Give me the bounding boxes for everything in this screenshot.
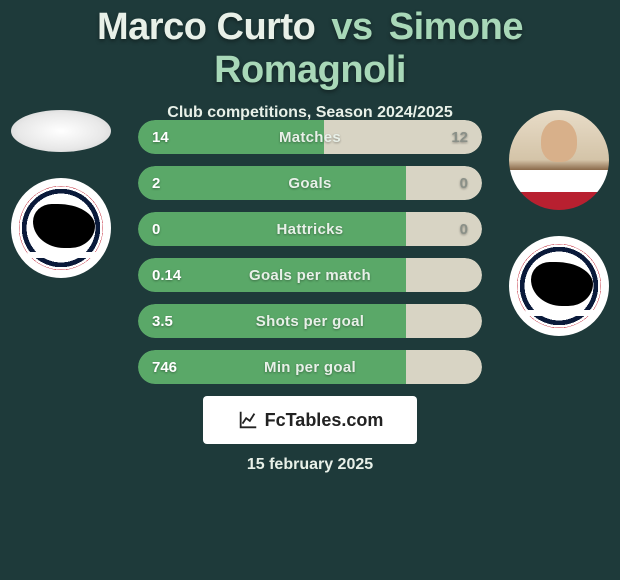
stat-value-left: 0.14: [152, 267, 181, 284]
stat-row: 14 Matches 12: [138, 120, 482, 154]
chart-icon: [237, 409, 259, 431]
player2-club-badge: [509, 236, 609, 336]
stats-comparison: 14 Matches 12 2 Goals 0 0 Hattricks 0 0.14 Goals p…: [138, 120, 482, 384]
stat-row: 746 Min per goal: [138, 350, 482, 384]
stat-bar-right: [406, 212, 482, 246]
stat-row: 0.14 Goals per match: [138, 258, 482, 292]
stat-label: Matches: [279, 129, 341, 146]
stat-value-left: 3.5: [152, 313, 173, 330]
stat-value-right: 0: [460, 221, 468, 238]
stat-label: Goals per match: [249, 267, 371, 284]
player2-avatar: [509, 110, 609, 210]
stat-row: 0 Hattricks 0: [138, 212, 482, 246]
stat-bar-right: [406, 350, 482, 384]
stat-row: 2 Goals 0: [138, 166, 482, 200]
stat-value-left: 14: [152, 129, 169, 146]
player1-avatar: [11, 110, 111, 152]
date-label: 15 february 2025: [0, 456, 620, 474]
stat-bar-right: [406, 304, 482, 338]
stat-bar-right: [406, 258, 482, 292]
stat-value-right: 12: [451, 129, 468, 146]
vs-separator: vs: [331, 6, 372, 48]
page-title: Marco Curto vs Simone Romagnoli: [0, 0, 620, 92]
player1-club-badge: [11, 178, 111, 278]
stat-label: Shots per goal: [256, 313, 364, 330]
stat-row: 3.5 Shots per goal: [138, 304, 482, 338]
stat-value-left: 2: [152, 175, 160, 192]
stat-value-left: 746: [152, 359, 177, 376]
right-column: [504, 110, 614, 336]
stat-label: Min per goal: [264, 359, 356, 376]
watermark-text: FcTables.com: [265, 410, 384, 431]
player1-name: Marco Curto: [97, 6, 315, 48]
stat-label: Hattricks: [277, 221, 344, 238]
stat-bar-left: [138, 166, 406, 200]
stat-label: Goals: [288, 175, 331, 192]
left-column: [6, 110, 116, 278]
watermark: FcTables.com: [203, 396, 417, 444]
stat-value-left: 0: [152, 221, 160, 238]
stat-bar-left: [138, 212, 406, 246]
stat-bar-right: [406, 166, 482, 200]
stat-value-right: 0: [460, 175, 468, 192]
